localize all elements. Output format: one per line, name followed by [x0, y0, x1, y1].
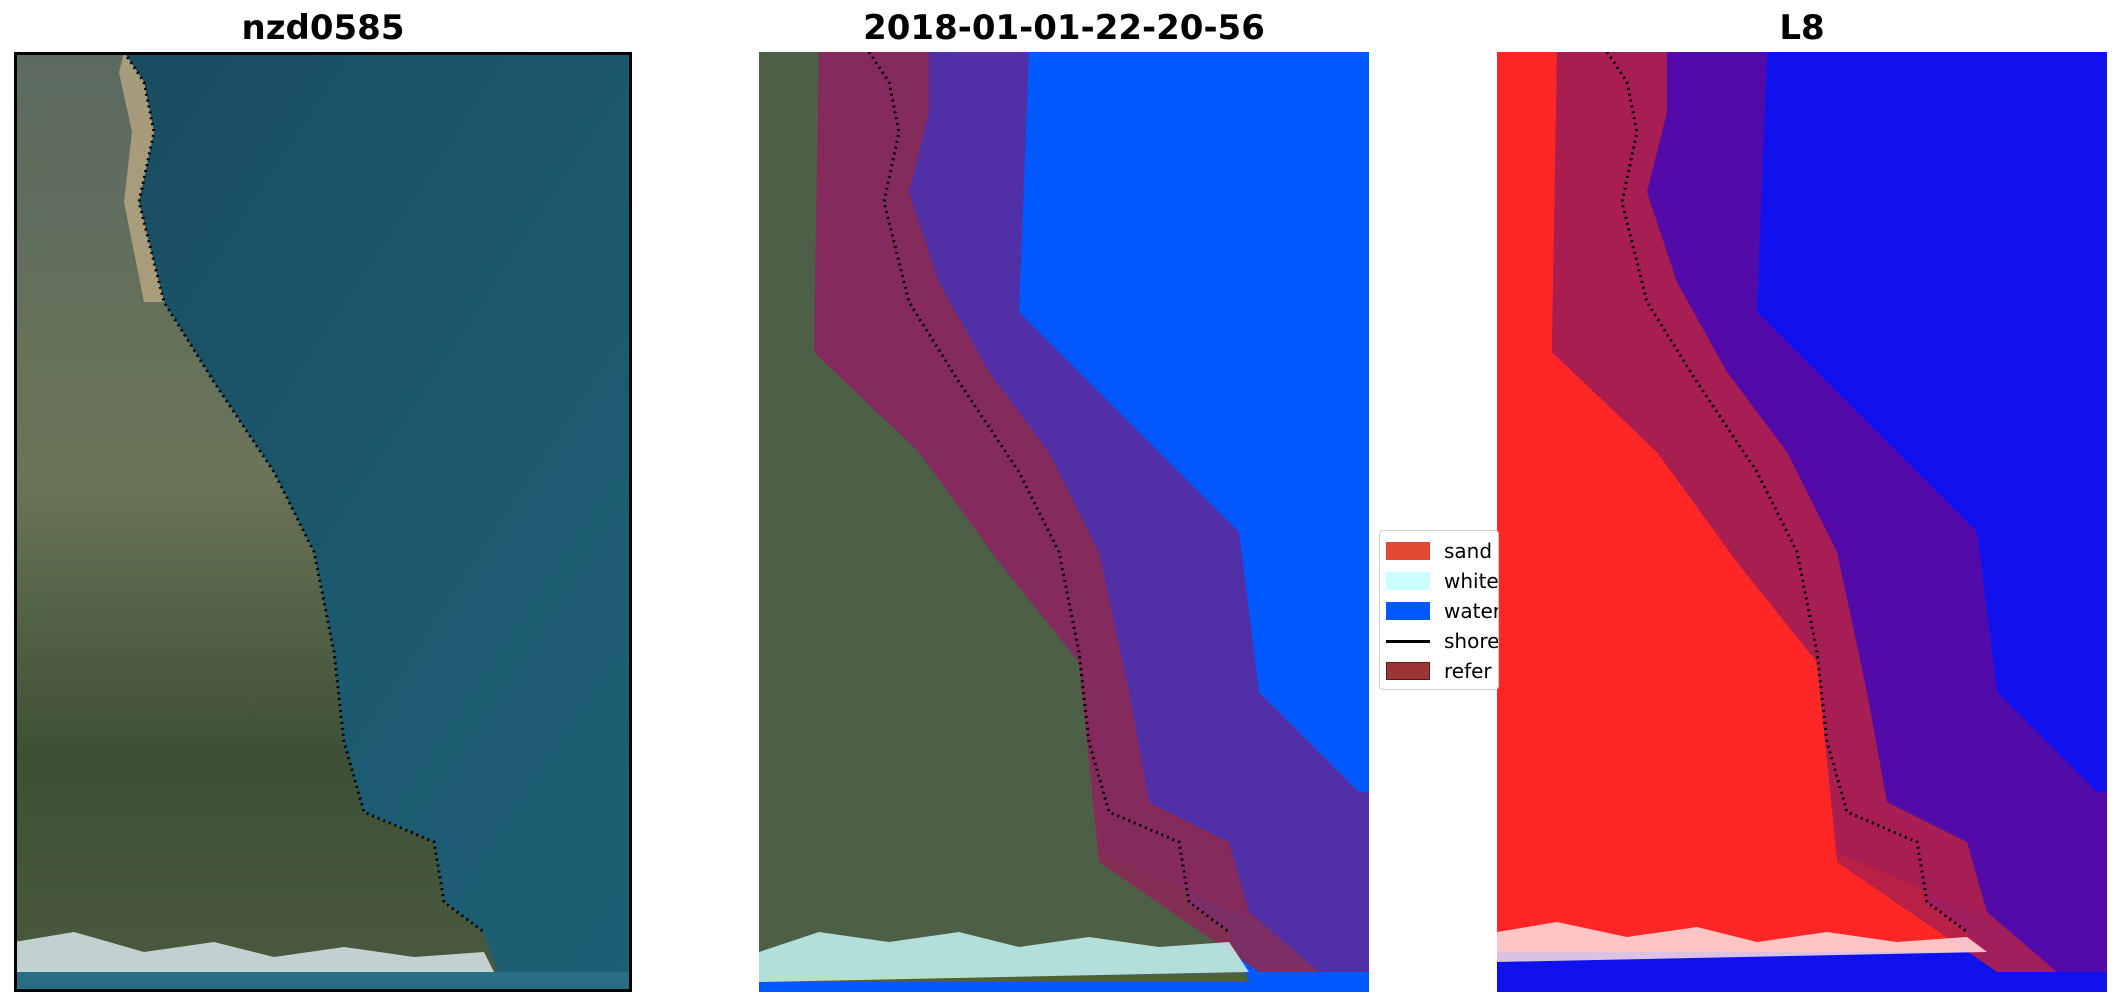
nearshore-water — [14, 972, 632, 992]
l8-image-panel — [1497, 52, 2107, 992]
legend-item-shore: shore — [1380, 627, 1499, 655]
panel-title-classified: 2018-01-01-22-20-56 — [863, 8, 1265, 48]
legend-label-water: water — [1444, 599, 1499, 623]
legend-item-white: white — [1380, 567, 1499, 595]
rgb-image-panel — [14, 52, 632, 992]
legend-line-shore — [1386, 639, 1430, 643]
legend-label-sand: sand — [1444, 539, 1493, 563]
legend: sand white water shore refer — [1379, 530, 1499, 690]
legend-swatch-sand — [1386, 542, 1430, 560]
legend-swatch-water — [1386, 602, 1430, 620]
panel-title-l8: L8 — [1779, 8, 1825, 48]
classified-image-panel — [759, 52, 1369, 992]
l8-shoreline — [1605, 52, 1968, 934]
panel-title-rgb: nzd0585 — [241, 8, 405, 48]
l8-buffer — [1552, 52, 2107, 972]
shoreline — [122, 52, 485, 934]
classified-image — [759, 52, 1369, 992]
legend-label-shore: shore — [1444, 629, 1499, 653]
legend-item-refer: refer — [1380, 657, 1498, 685]
legend-swatch-white — [1386, 572, 1430, 590]
classified-whitewater — [759, 932, 1249, 982]
legend-label-refer: refer — [1444, 659, 1492, 683]
beach-strip — [119, 52, 164, 302]
classified-reference — [814, 52, 1319, 972]
classified-buffer — [814, 52, 1369, 972]
rgb-image — [14, 52, 632, 992]
legend-swatch-refer — [1386, 662, 1430, 680]
legend-item-sand: sand — [1380, 537, 1498, 565]
l8-reference — [1552, 52, 2057, 972]
land-area — [14, 52, 504, 992]
l8-image — [1497, 52, 2107, 992]
legend-label-white: white — [1444, 569, 1499, 593]
l8-surf — [1497, 922, 1987, 962]
legend-item-water: water — [1380, 597, 1499, 625]
classified-shoreline — [867, 52, 1230, 934]
